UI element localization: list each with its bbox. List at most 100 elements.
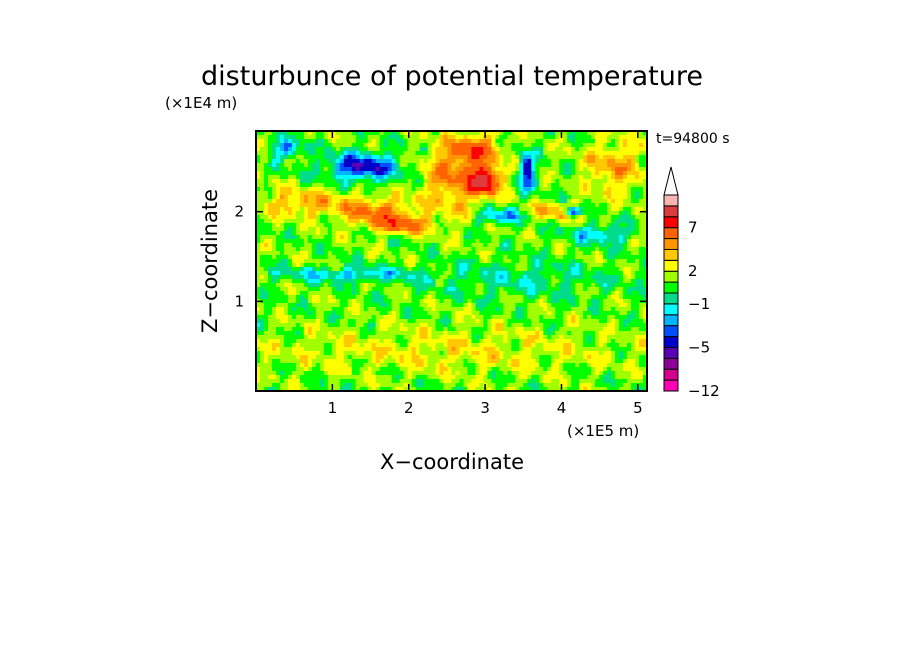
- field-cell: [319, 255, 325, 260]
- field-cell: [423, 203, 429, 208]
- field-cell: [307, 247, 313, 252]
- field-cell: [639, 203, 644, 208]
- field-cell: [635, 199, 640, 204]
- field-cell: [563, 275, 568, 280]
- field-cell: [603, 203, 608, 208]
- field-cell: [299, 255, 305, 260]
- field-cell: [531, 331, 536, 336]
- field-cell: [431, 267, 437, 272]
- field-cell: [567, 223, 572, 228]
- field-cell: [627, 267, 632, 272]
- field-cell: [527, 183, 532, 188]
- field-cell: [643, 139, 647, 144]
- field-cell: [571, 171, 576, 176]
- field-cell: [635, 327, 640, 332]
- field-cell: [439, 299, 445, 304]
- field-cell: [455, 159, 461, 164]
- field-cell: [439, 275, 445, 280]
- field-cell: [271, 275, 277, 280]
- field-cell: [463, 271, 469, 276]
- field-cell: [571, 287, 576, 292]
- field-cell: [611, 151, 616, 156]
- field-cell: [287, 327, 293, 332]
- field-cell: [419, 235, 425, 240]
- field-cell: [311, 191, 317, 196]
- field-cell: [319, 183, 325, 188]
- field-cell: [459, 287, 465, 292]
- field-cell: [591, 327, 596, 332]
- field-cell: [256, 159, 261, 164]
- field-cell: [579, 255, 584, 260]
- field-cell: [315, 291, 321, 296]
- field-cell: [495, 263, 500, 268]
- field-cell: [551, 295, 556, 300]
- field-cell: [639, 195, 644, 200]
- field-cell: [619, 331, 624, 336]
- field-cell: [551, 255, 556, 260]
- field-cell: [499, 247, 504, 252]
- field-cell: [619, 211, 624, 216]
- field-cell: [499, 147, 504, 152]
- field-cell: [491, 271, 496, 276]
- field-cell: [479, 243, 485, 248]
- field-cell: [311, 251, 317, 256]
- field-cell: [603, 307, 608, 312]
- field-cell: [559, 139, 564, 144]
- field-cell: [619, 139, 624, 144]
- field-cell: [591, 315, 596, 320]
- field-cell: [455, 259, 461, 264]
- field-cell: [455, 247, 461, 252]
- field-cell: [591, 131, 596, 136]
- field-cell: [371, 319, 377, 324]
- field-cell: [403, 155, 409, 160]
- field-cell: [535, 247, 540, 252]
- field-cell: [615, 267, 620, 272]
- field-cell: [379, 143, 385, 148]
- field-cell: [503, 187, 508, 192]
- field-cell: [491, 287, 496, 292]
- field-cell: [635, 203, 640, 208]
- field-cell: [539, 195, 544, 200]
- field-cell: [455, 203, 461, 208]
- field-cell: [259, 211, 265, 216]
- field-cell: [256, 219, 261, 224]
- field-cell: [531, 187, 536, 192]
- field-cell: [431, 319, 437, 324]
- field-cell: [443, 315, 449, 320]
- field-cell: [391, 155, 397, 160]
- field-cell: [611, 247, 616, 252]
- field-cell: [439, 163, 445, 168]
- field-cell: [491, 199, 496, 204]
- field-cell: [355, 279, 361, 284]
- field-cell: [295, 299, 301, 304]
- field-cell: [587, 263, 592, 268]
- field-cell: [531, 211, 536, 216]
- field-cell: [275, 191, 281, 196]
- field-cell: [631, 299, 636, 304]
- field-cell: [551, 215, 556, 220]
- field-cell: [411, 143, 417, 148]
- field-cell: [427, 275, 433, 280]
- field-cell: [439, 195, 445, 200]
- field-cell: [459, 191, 465, 196]
- field-cell: [267, 247, 273, 252]
- field-cell: [627, 231, 632, 236]
- field-cell: [295, 143, 301, 148]
- field-cell: [611, 219, 616, 224]
- field-cell: [315, 295, 321, 300]
- field-cell: [563, 287, 568, 292]
- field-cell: [435, 191, 441, 196]
- field-cell: [391, 183, 397, 188]
- field-cell: [271, 255, 277, 260]
- field-cell: [407, 247, 413, 252]
- field-cell: [303, 179, 309, 184]
- field-cell: [311, 151, 317, 156]
- field-cell: [431, 183, 437, 188]
- field-cell: [411, 259, 417, 264]
- field-cell: [287, 315, 293, 320]
- field-cell: [415, 143, 421, 148]
- field-cell: [291, 203, 297, 208]
- field-cell: [635, 243, 640, 248]
- field-cell: [487, 243, 492, 248]
- field-cell: [267, 259, 273, 264]
